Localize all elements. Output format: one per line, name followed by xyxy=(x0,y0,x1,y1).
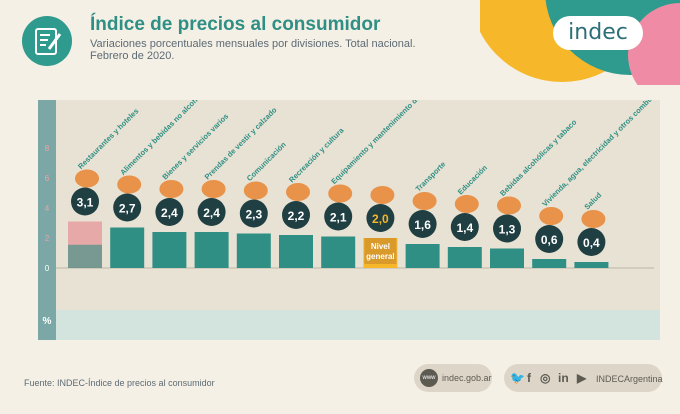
value-bubble xyxy=(282,201,310,229)
data-label: 2,4 xyxy=(161,206,178,220)
value-bubble xyxy=(577,228,606,256)
value-bubble xyxy=(71,187,99,216)
data-label: 3,1 xyxy=(77,196,94,210)
bar xyxy=(405,244,440,268)
bus-icon-shape xyxy=(412,192,437,210)
value-bubble xyxy=(366,204,395,232)
scissors-icon xyxy=(159,180,184,198)
social-handle: INDECArgentina xyxy=(596,374,663,384)
data-label: 2,7 xyxy=(119,202,136,216)
bread-icon-shape xyxy=(117,175,142,194)
y-tick-label: 0 xyxy=(45,264,50,273)
social-links xyxy=(504,364,662,392)
bar xyxy=(490,248,524,268)
data-label: 0,4 xyxy=(583,236,600,250)
category-label: Nivel xyxy=(371,242,390,251)
general-label-box xyxy=(364,238,397,264)
y-tick-label: 6 xyxy=(45,174,50,183)
value-bubble xyxy=(535,225,564,253)
bar xyxy=(236,233,271,268)
scissors-icon-shape xyxy=(159,180,184,198)
bowl-icon-shape xyxy=(75,169,99,188)
bar-gradient-part xyxy=(68,244,102,268)
bar xyxy=(110,227,145,268)
washing-machine-icon-shape xyxy=(328,184,353,203)
data-label: 1,3 xyxy=(499,223,516,237)
source-note: Fuente: INDEC-Índice de precios al consu… xyxy=(24,378,215,388)
value-bubble xyxy=(113,193,142,222)
value-bubble xyxy=(239,199,268,228)
facebook-icon[interactable]: f xyxy=(527,371,531,385)
data-label: 2,4 xyxy=(203,206,220,220)
website-label: indec.gob.ar xyxy=(442,373,492,383)
book-icon xyxy=(454,195,479,213)
bulb-icon xyxy=(539,207,564,225)
bottle-icon xyxy=(497,196,521,215)
bar xyxy=(321,236,356,268)
value-bubble xyxy=(324,202,353,231)
phone-icon xyxy=(243,181,268,200)
plot-footer-band xyxy=(38,310,660,340)
y-tick-label: 2 xyxy=(45,234,50,243)
y-tick-label: 4 xyxy=(45,204,50,213)
web-icon: www xyxy=(420,369,438,387)
data-label: 2,2 xyxy=(288,209,305,223)
data-label: 2,1 xyxy=(330,211,347,225)
value-bubble xyxy=(155,198,184,226)
bar xyxy=(152,232,187,268)
bar xyxy=(194,232,229,268)
indec-logo xyxy=(553,16,643,50)
shopping-basket-icon xyxy=(370,186,395,204)
y-tick-label: 8 xyxy=(45,144,50,153)
bulb-icon-shape xyxy=(539,207,564,225)
youtube-icon[interactable]: ▶ xyxy=(577,371,587,385)
page-subtitle: Variaciones porcentuales mensuales por d… xyxy=(90,38,420,62)
value-bubble xyxy=(408,210,437,238)
document-edit-icon xyxy=(22,16,72,66)
bar xyxy=(279,235,313,268)
bus-icon xyxy=(412,192,437,210)
subtitle-line-2: Febrero de 2020. xyxy=(90,50,175,62)
data-label: 0,6 xyxy=(541,233,558,247)
y-axis-label: % xyxy=(43,316,52,327)
medical-kit-icon-shape xyxy=(581,210,606,228)
medical-kit-icon xyxy=(581,210,606,228)
instagram-icon[interactable]: ◎ xyxy=(540,371,551,385)
tickets-icon xyxy=(286,183,310,201)
value-bubble xyxy=(197,198,226,226)
data-label: 2,0 xyxy=(372,212,389,226)
phone-icon-shape xyxy=(243,181,268,200)
page-title: Índice de precios al consumidor xyxy=(90,14,381,35)
value-bubble xyxy=(493,214,521,243)
category-label: general xyxy=(366,252,394,261)
data-label: 1,6 xyxy=(414,218,431,232)
shopping-basket-icon-shape xyxy=(370,186,395,204)
bar xyxy=(574,262,609,268)
y-axis-band xyxy=(38,100,56,340)
bar xyxy=(532,259,567,268)
bowl-icon xyxy=(75,169,99,188)
tshirt-icon xyxy=(201,180,226,198)
bread-icon xyxy=(117,175,142,194)
tickets-icon-shape xyxy=(286,183,310,201)
bottle-icon-shape xyxy=(497,196,521,215)
data-label: 2,3 xyxy=(245,208,262,222)
subtitle-line-1: Variaciones porcentuales mensuales por d… xyxy=(90,38,416,50)
linkedin-icon[interactable]: in xyxy=(558,371,569,385)
data-label: 1,4 xyxy=(456,221,473,235)
book-icon-shape xyxy=(454,195,479,213)
tshirt-icon-shape xyxy=(201,180,226,198)
bar xyxy=(447,247,482,268)
washing-machine-icon xyxy=(328,184,353,203)
twitter-icon[interactable]: 🐦 xyxy=(510,371,525,385)
indec-logo-text: indec xyxy=(568,20,628,45)
value-bubble xyxy=(450,213,479,241)
